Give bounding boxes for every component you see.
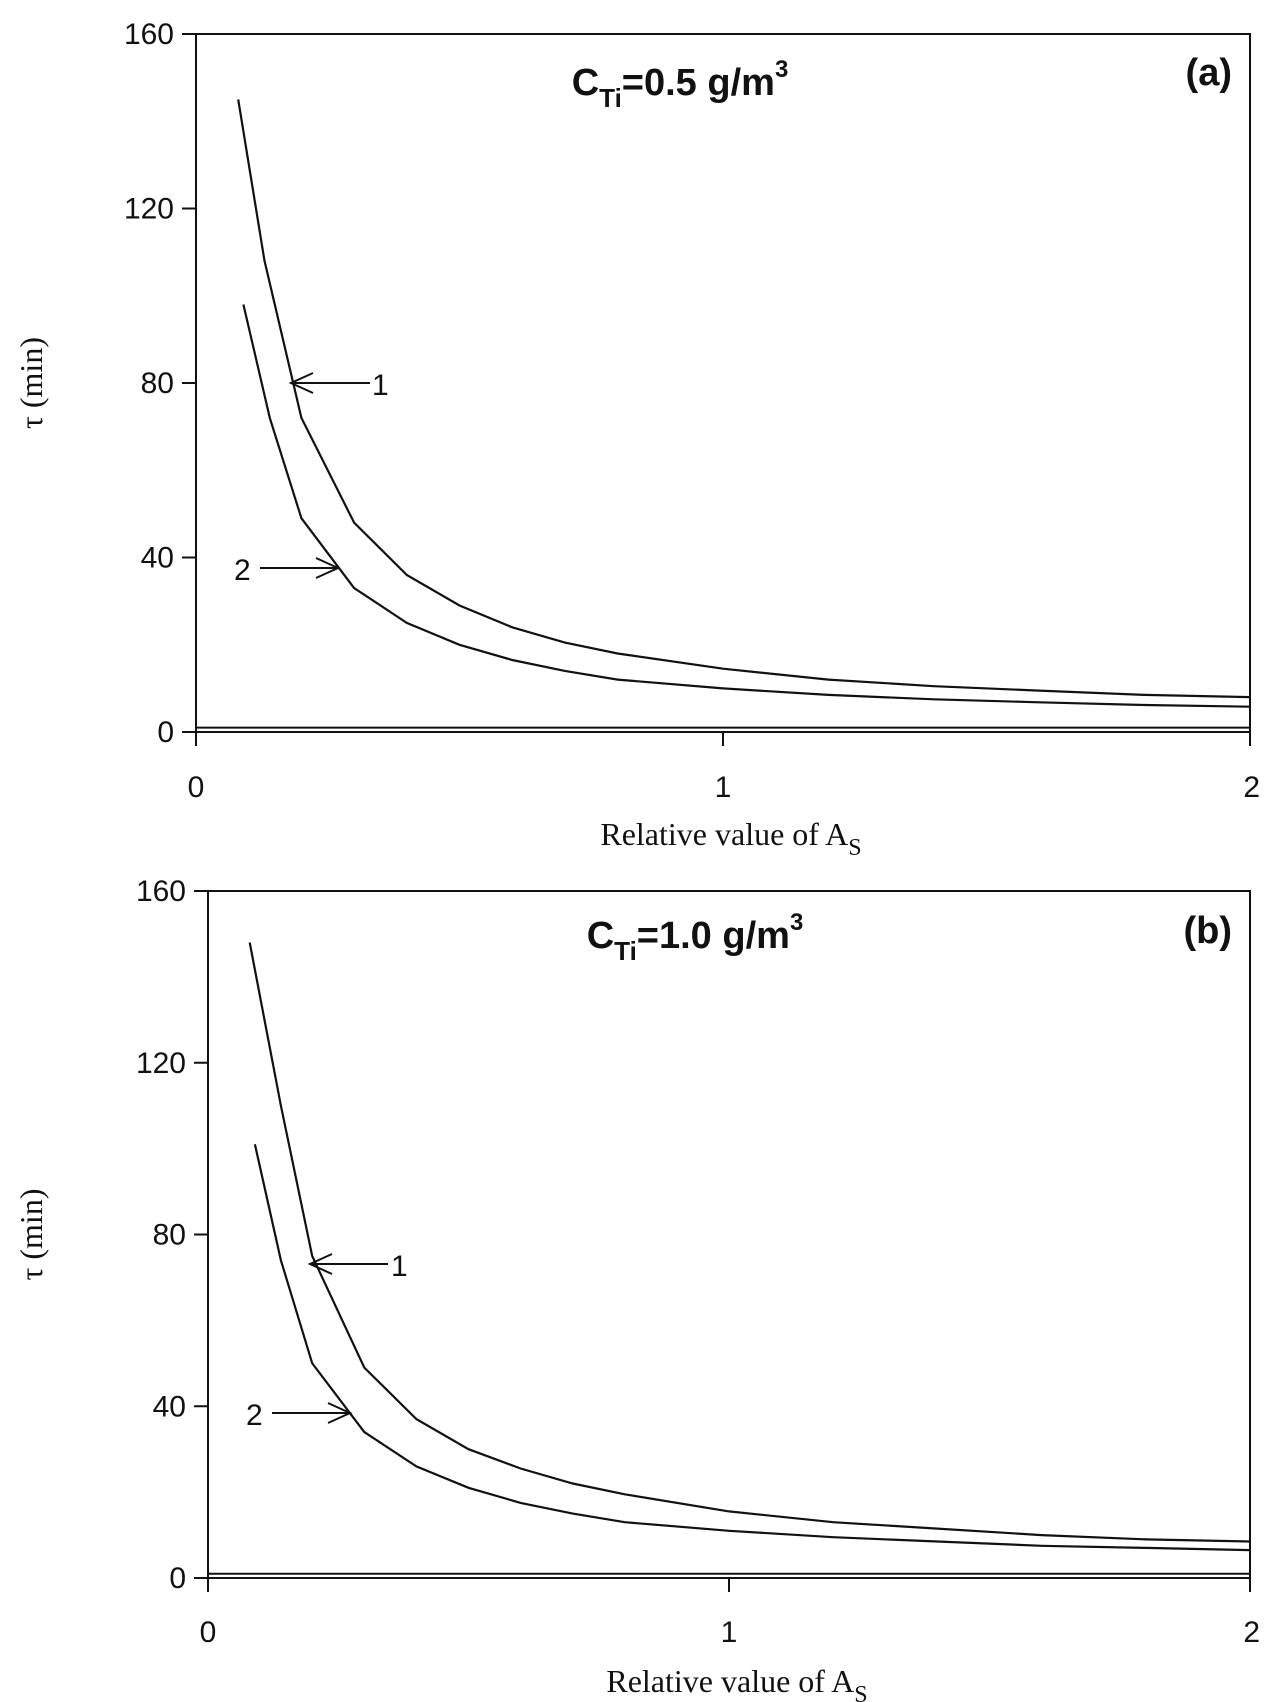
y-tick-label: 120 (124, 193, 174, 226)
curve-label-2: 2 (234, 554, 251, 587)
x-tick-label: 2 (1243, 771, 1260, 804)
panel-tag: (a) (1186, 52, 1232, 94)
x-tick-label: 1 (721, 1616, 738, 1649)
y-axis-title: τ (min) (13, 1189, 49, 1281)
x-axis-title: Relative value of AS (606, 1663, 867, 1702)
series-line-2 (253, 1144, 1251, 1552)
curve-label-1: 1 (391, 1250, 408, 1283)
series-line-1 (237, 99, 1251, 699)
curve-arrowhead-1 (307, 1253, 333, 1275)
plot-frame (207, 890, 1251, 1579)
chart-panel-a: 0 40 80 120 160 0 1 2 1 2 CTi=0.5 g/m3 (a) Relative … (13, 18, 1260, 861)
y-tick-label: 160 (136, 875, 186, 908)
y-tick-label: 80 (153, 1219, 186, 1252)
chart-panel-b: 0 40 80 120 160 0 1 2 1 2 CTi=1.0 g/m3 (b) Relative … (13, 875, 1260, 1702)
curve-label-2: 2 (246, 1399, 263, 1432)
curve-arrowhead-1 (288, 372, 314, 394)
panel-tag: (b) (1183, 910, 1232, 952)
x-tick-label: 2 (1243, 1616, 1260, 1649)
curve-arrowhead-2 (327, 1402, 353, 1424)
curve-arrowhead-2 (315, 557, 341, 579)
x-tick-label: 1 (715, 771, 732, 804)
x-axis-title: Relative value of AS (600, 816, 861, 861)
y-tick-label: 0 (157, 716, 174, 749)
y-axis-title: τ (min) (13, 337, 49, 429)
y-tick-label: 160 (124, 18, 174, 51)
panel-title: CTi=1.0 g/m3 (587, 909, 804, 966)
y-tick-label: 0 (169, 1562, 186, 1595)
y-tick-label: 40 (153, 1390, 186, 1423)
y-tick-label: 120 (136, 1047, 186, 1080)
y-tick-label: 40 (141, 542, 174, 575)
x-tick-label: 0 (200, 1616, 217, 1649)
series-line-1 (248, 942, 1251, 1543)
curve-label-1: 1 (372, 369, 389, 402)
panel-title: CTi=0.5 g/m3 (572, 56, 789, 113)
series-line-2 (242, 304, 1251, 708)
x-tick-label: 0 (188, 771, 205, 804)
y-tick-label: 80 (141, 367, 174, 400)
